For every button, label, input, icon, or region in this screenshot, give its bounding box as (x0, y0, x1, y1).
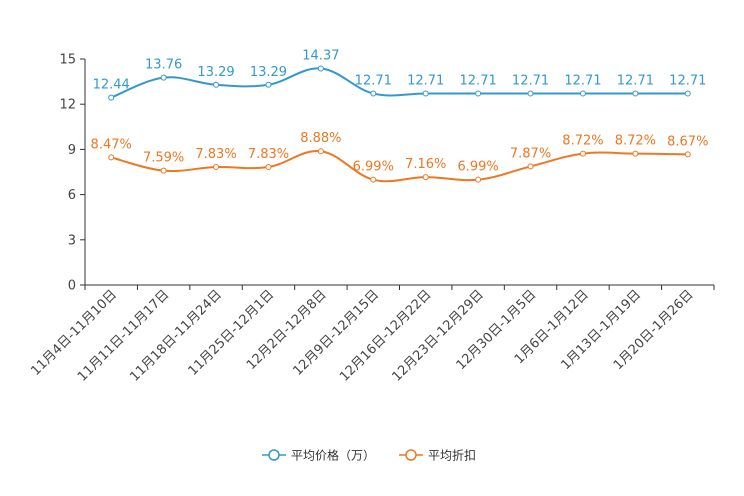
data-label: 12.71 (355, 74, 392, 89)
data-point[interactable] (160, 167, 167, 174)
data-point[interactable] (370, 176, 377, 183)
data-label: 8.72% (562, 134, 603, 149)
legend-marker-icon (405, 449, 417, 461)
data-label: 12.71 (617, 74, 654, 89)
data-label: 7.16% (405, 157, 446, 172)
y-tick-label: 0 (68, 279, 76, 294)
data-point[interactable] (160, 74, 167, 81)
x-tick-label: 11月18日-11月24日 (127, 287, 224, 384)
data-label: 8.88% (300, 131, 341, 146)
data-point[interactable] (213, 81, 220, 88)
series-0: 12.44 13.76 13.29 13.29 14.37 12.71 12.71 12.71… (93, 48, 706, 101)
data-label: 7.83% (195, 147, 236, 162)
data-label: 8.67% (667, 134, 708, 149)
data-point[interactable] (265, 164, 272, 171)
data-point[interactable] (579, 90, 586, 97)
data-label: 7.87% (510, 146, 551, 161)
data-point[interactable] (527, 90, 534, 97)
data-point[interactable] (317, 65, 324, 72)
data-point[interactable] (422, 90, 429, 97)
data-label: 13.29 (197, 65, 234, 80)
chart-legend[interactable]: 平均价格（万） 平均折扣 (262, 448, 476, 463)
y-tick-label: 15 (59, 53, 76, 68)
data-point[interactable] (475, 176, 482, 183)
x-tick-label: 12月16日-12月22日 (337, 287, 434, 384)
data-point[interactable] (684, 90, 691, 97)
data-label: 6.99% (457, 160, 498, 175)
data-label: 6.99% (353, 160, 394, 175)
data-label: 12.71 (460, 74, 497, 89)
legend-label: 平均价格（万） (291, 448, 375, 463)
legend-item-1[interactable]: 平均折扣 (399, 448, 476, 463)
x-tick-label: 11月4日-11月10日 (28, 287, 120, 379)
data-label: 12.71 (407, 74, 444, 89)
data-label: 12.44 (93, 78, 130, 93)
data-label: 14.37 (302, 48, 339, 63)
y-tick-label: 6 (68, 188, 76, 203)
data-point[interactable] (370, 90, 377, 97)
data-label: 12.71 (564, 74, 601, 89)
data-label: 8.47% (91, 137, 132, 152)
data-label: 8.72% (615, 134, 656, 149)
data-point[interactable] (422, 174, 429, 181)
data-label: 12.71 (512, 74, 549, 89)
x-tick-label: 12月23日-12月29日 (389, 287, 486, 384)
data-point[interactable] (265, 81, 272, 88)
data-point[interactable] (527, 163, 534, 170)
data-point[interactable] (108, 154, 115, 161)
data-label: 7.83% (248, 147, 289, 162)
legend-item-0[interactable]: 平均价格（万） (262, 448, 375, 463)
data-point[interactable] (684, 151, 691, 158)
data-point[interactable] (475, 90, 482, 97)
data-point[interactable] (213, 164, 220, 171)
series-layer: 12.44 13.76 13.29 13.29 14.37 12.71 12.71 12.71… (91, 48, 708, 183)
data-point[interactable] (632, 150, 639, 157)
y-tick-label: 9 (68, 143, 76, 158)
legend-marker-icon (268, 449, 280, 461)
chart-axes: 0 3 6 9 12 15 11月4日-11月10日11月11日-11月17日11月18日-… (28, 53, 715, 385)
data-label: 7.59% (143, 151, 184, 166)
data-point[interactable] (108, 94, 115, 101)
series-line (110, 150, 688, 183)
y-tick-label: 3 (68, 233, 76, 248)
data-label: 13.29 (250, 65, 287, 80)
data-point[interactable] (317, 148, 324, 155)
x-tick-label: 11月11日-11月17日 (75, 287, 172, 384)
data-point[interactable] (579, 150, 586, 157)
y-tick-label: 12 (59, 98, 76, 113)
data-label: 13.76 (145, 58, 182, 73)
data-label: 12.71 (669, 74, 706, 89)
series-line (110, 67, 688, 99)
data-point[interactable] (632, 90, 639, 97)
legend-label: 平均折扣 (428, 448, 476, 463)
series-1: 8.47% 7.59% 7.83% 7.83% 8.88% 6.99% 7.16% 6.99%… (91, 131, 708, 183)
